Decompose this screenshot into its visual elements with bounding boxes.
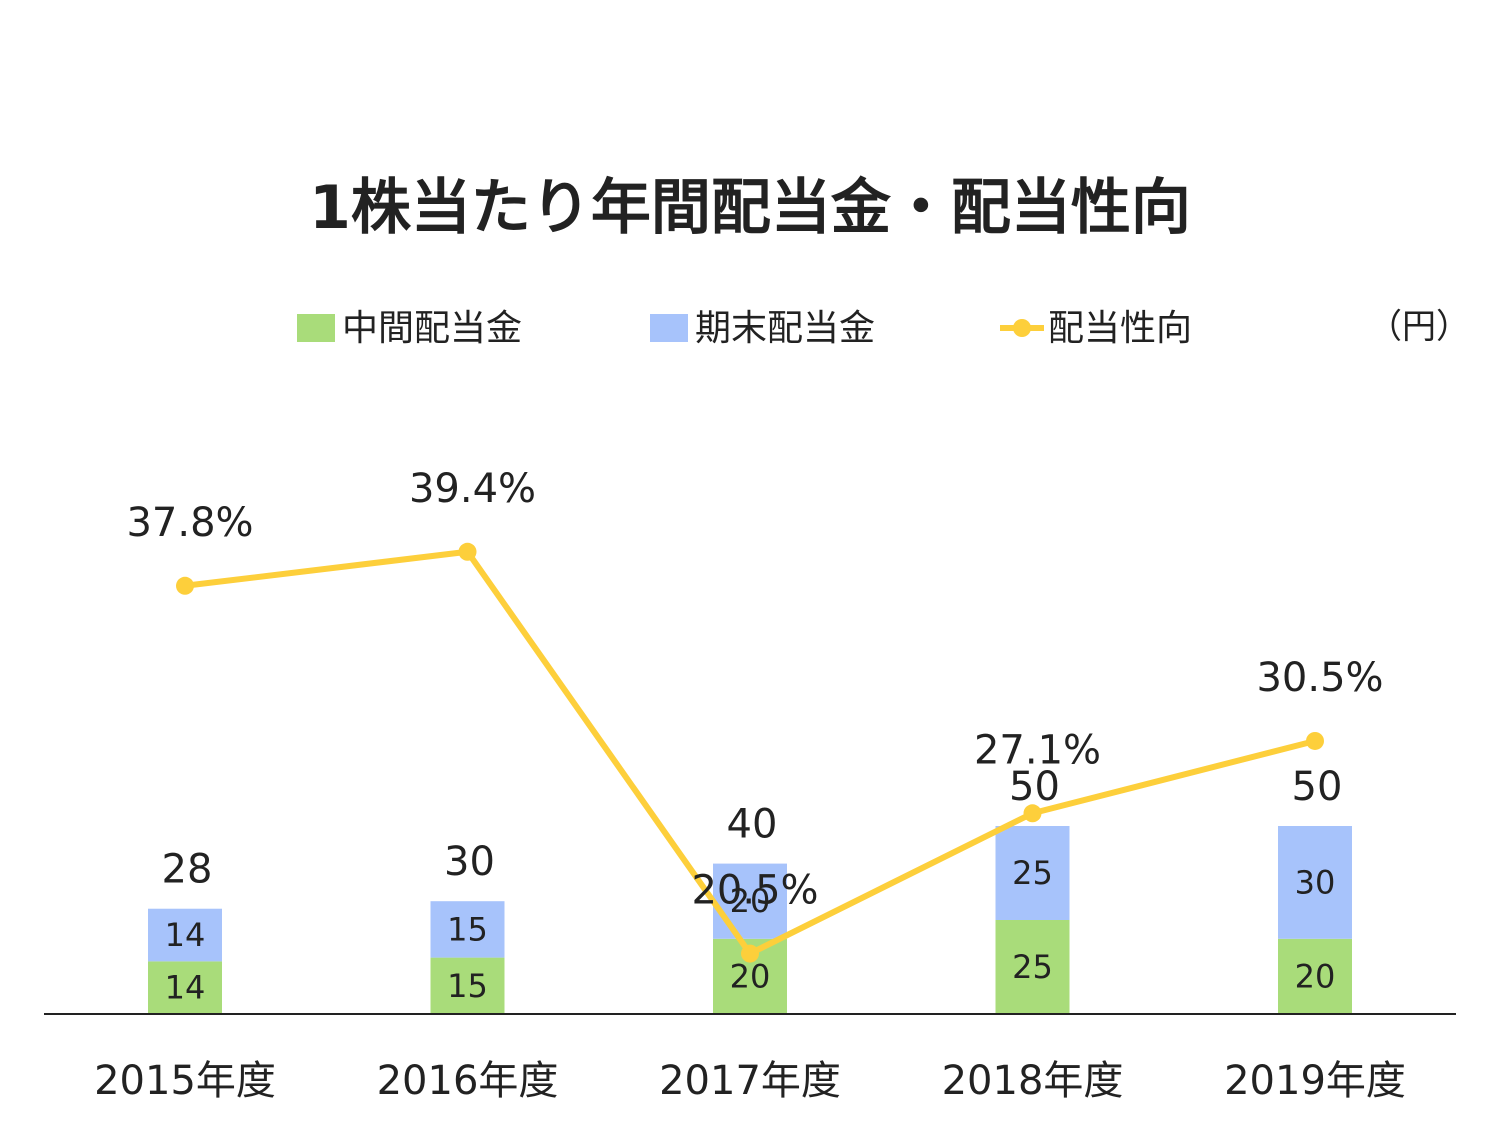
bar-label-year-end: 14 xyxy=(165,916,206,954)
x-tick-label: 2016年度 xyxy=(377,1058,559,1104)
x-tick-label: 2015年度 xyxy=(94,1058,276,1104)
payout-point xyxy=(176,576,194,595)
bar-total-label: 30 xyxy=(444,839,495,885)
bar-total-label: 50 xyxy=(1292,764,1343,810)
x-tick-label: 2018年度 xyxy=(942,1058,1124,1104)
bar-label-year-end: 30 xyxy=(1295,863,1336,901)
legend: 中間配当金 期末配当金 配当性向 xyxy=(297,308,1192,349)
bar-label-interim: 20 xyxy=(730,957,771,995)
bar-interim xyxy=(995,920,1070,1014)
bar-interim xyxy=(148,961,222,1014)
chart-title: 1株当たり年間配当金・配当性向 xyxy=(309,173,1191,243)
payout-label: 37.8% xyxy=(126,500,253,546)
bar-total-label: 40 xyxy=(727,802,778,848)
bar-label-year-end: 20 xyxy=(730,882,771,920)
bar-year-end xyxy=(430,901,505,958)
payout-point xyxy=(741,944,759,963)
bar-total-label: 28 xyxy=(162,847,213,893)
payout-point xyxy=(458,542,477,561)
bar-label-interim: 25 xyxy=(1012,948,1053,986)
payout-label: 20.5% xyxy=(691,868,818,914)
legend-swatch-interim xyxy=(297,314,335,342)
bar-label-year-end: 15 xyxy=(447,910,488,948)
label-group: 14 14 28 2015年度 15 15 30 2016年度 20 20 40 2017年度 25 25… xyxy=(94,466,1406,1104)
x-tick-label: 2017年度 xyxy=(659,1058,841,1104)
bar-year-end xyxy=(713,863,787,939)
legend-marker-payout xyxy=(1013,319,1031,337)
bar-year-end xyxy=(148,908,222,962)
payout-point xyxy=(1023,804,1042,823)
bar-total-label: 50 xyxy=(1009,764,1060,810)
payout-label: 27.1% xyxy=(974,727,1101,773)
legend-swatch-year-end xyxy=(650,314,688,342)
bar-label-interim: 15 xyxy=(447,967,488,1005)
bar-group xyxy=(148,826,1352,1014)
bar-interim xyxy=(1278,938,1352,1014)
bar-year-end xyxy=(995,826,1070,920)
bar-label-interim: 20 xyxy=(1295,957,1336,995)
unit-label: （円） xyxy=(1368,307,1470,347)
payout-label: 30.5% xyxy=(1256,655,1383,701)
legend-label-year-end: 期末配当金 xyxy=(695,308,875,349)
bar-interim xyxy=(430,957,505,1014)
bar-label-year-end: 25 xyxy=(1012,854,1053,892)
payout-line-group xyxy=(176,542,1324,963)
payout-point xyxy=(1306,731,1324,750)
bar-year-end xyxy=(1278,826,1352,939)
x-tick-label: 2019年度 xyxy=(1224,1058,1406,1104)
legend-label-payout: 配当性向 xyxy=(1048,308,1192,349)
legend-label-interim: 中間配当金 xyxy=(342,308,522,349)
bar-label-interim: 14 xyxy=(165,969,206,1007)
payout-label: 39.4% xyxy=(409,466,536,512)
